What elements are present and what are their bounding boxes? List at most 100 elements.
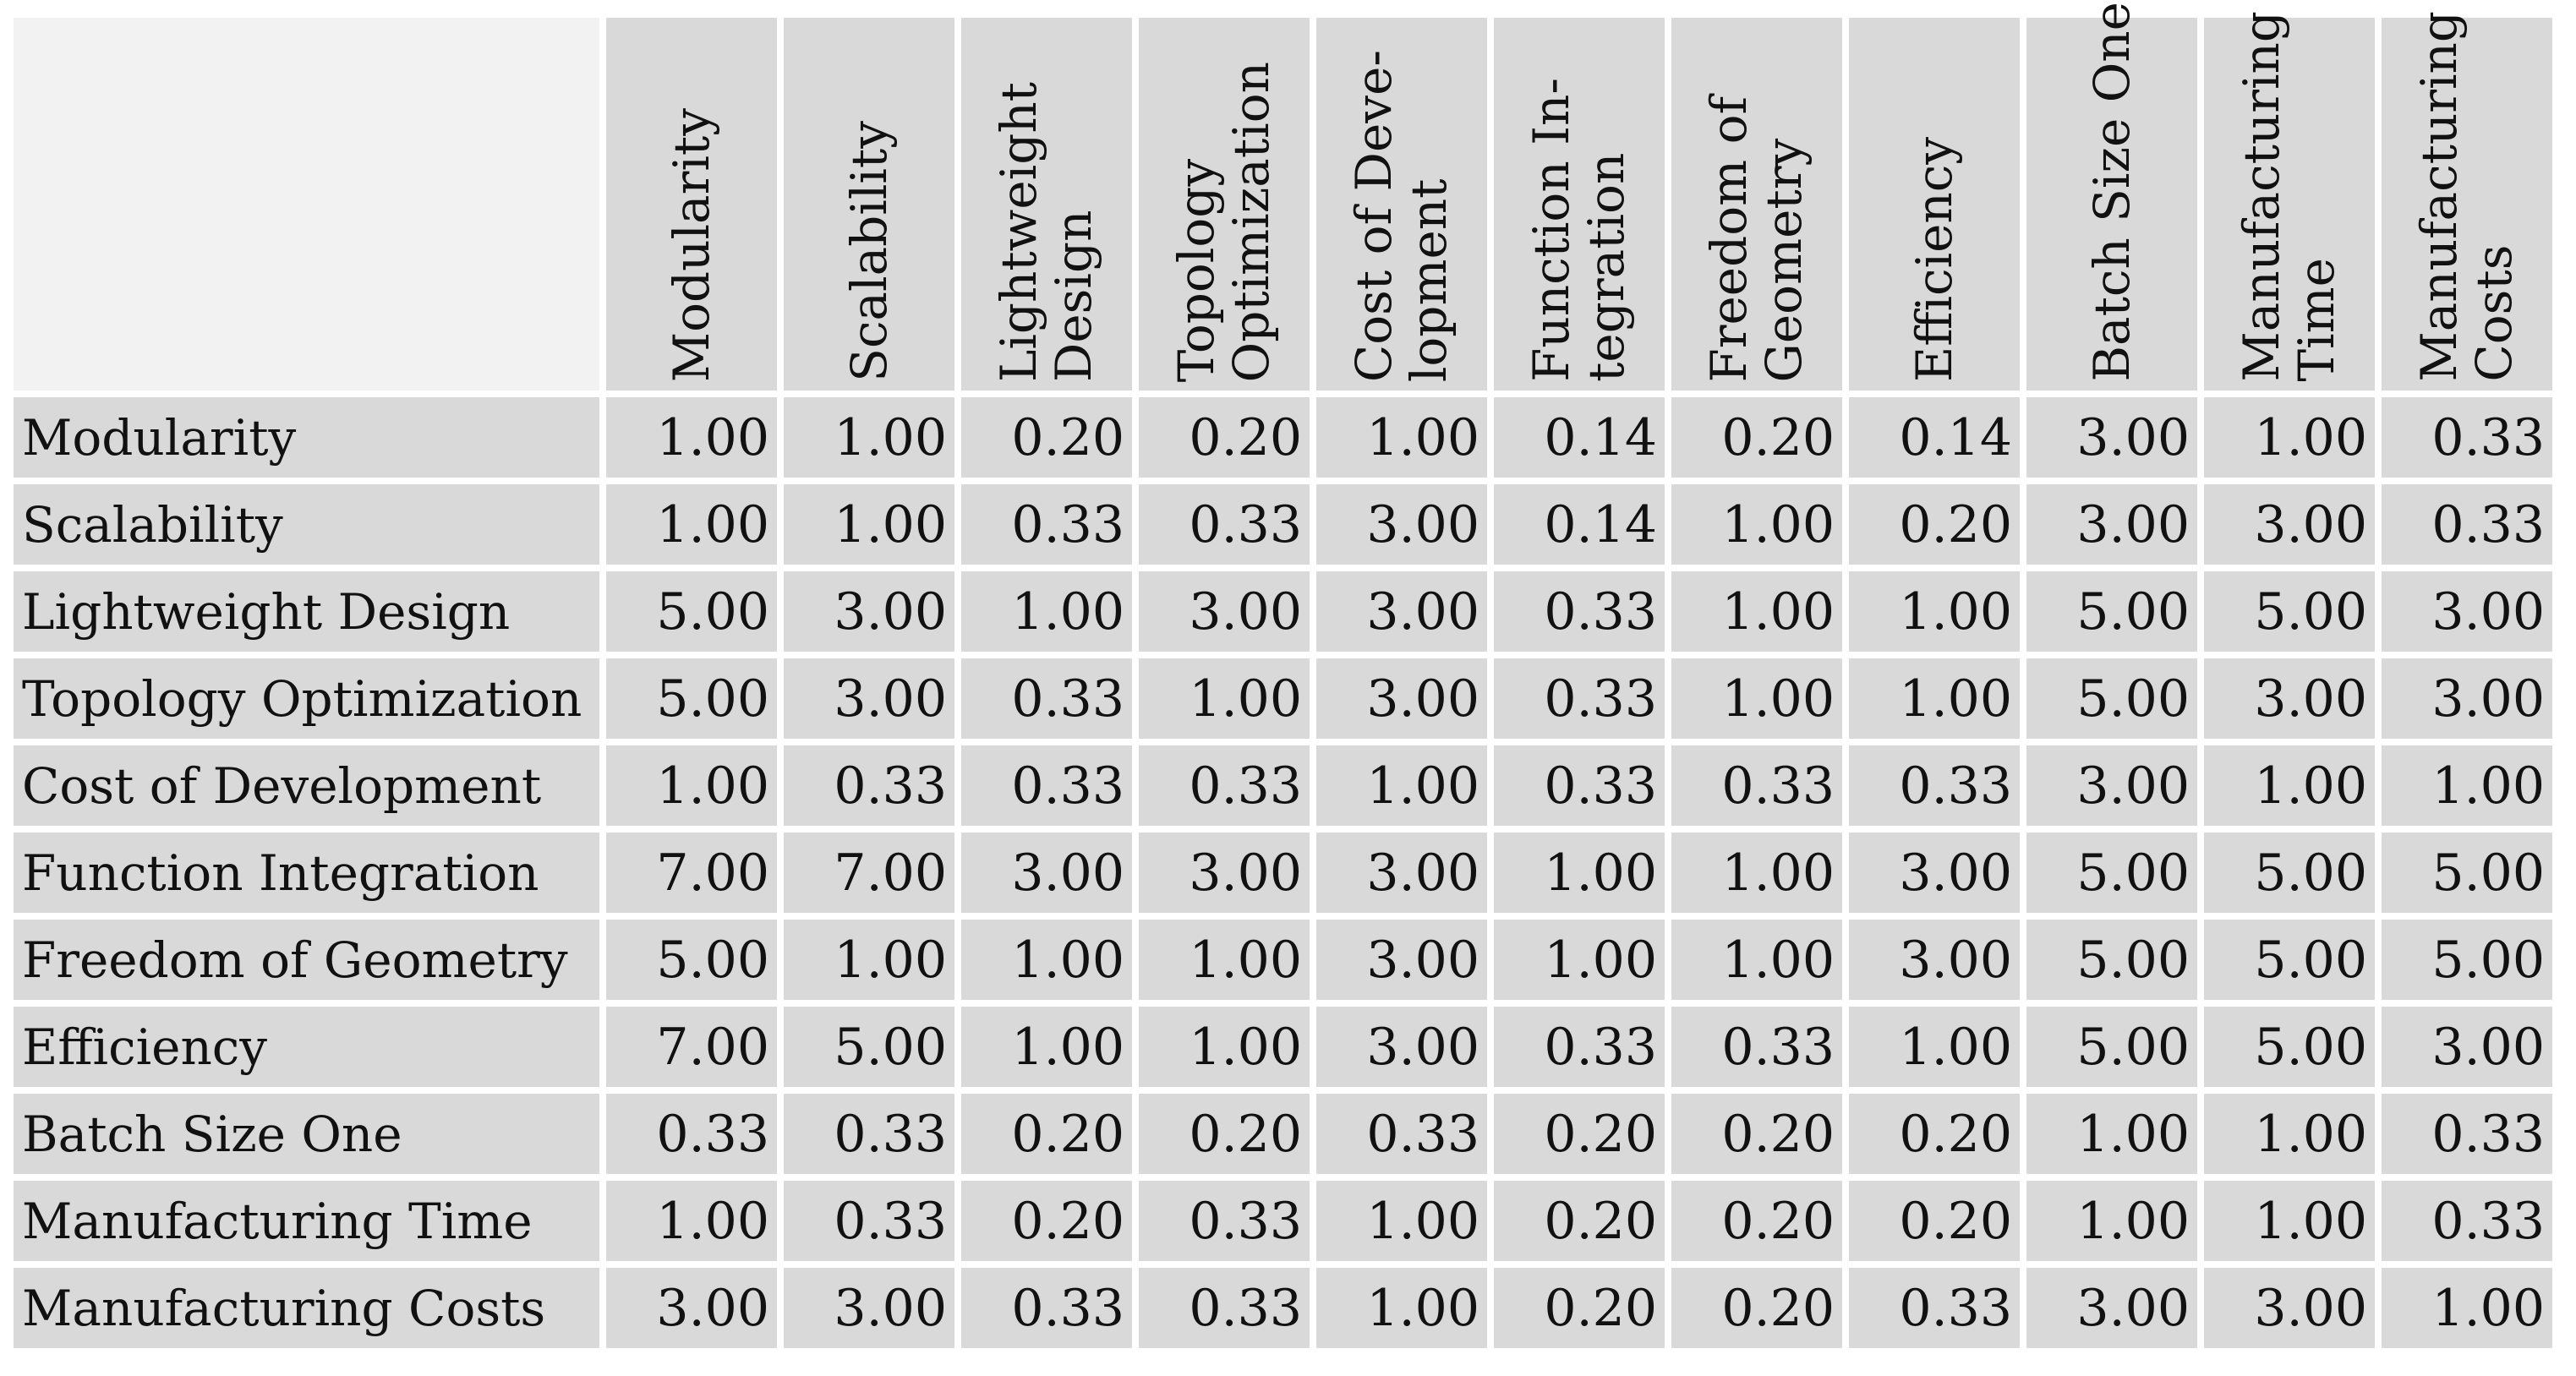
- value-cell: 1.00: [606, 484, 777, 565]
- value-cell: 3.00: [2026, 1268, 2197, 1348]
- value-cell: 1.00: [1849, 571, 2020, 652]
- column-header-line: Function In-: [1523, 78, 1581, 382]
- value-cell: 0.20: [961, 1094, 1132, 1174]
- value-cell: 1.00: [1139, 1007, 1310, 1087]
- column-header-text: Topology Optimization: [1168, 61, 1280, 382]
- value-cell: 3.00: [2204, 1268, 2375, 1348]
- value-cell: 0.33: [1494, 571, 1665, 652]
- value-cell: 5.00: [2026, 833, 2197, 913]
- value-cell: 0.33: [784, 745, 954, 826]
- value-cell: 0.20: [1849, 1181, 2020, 1261]
- value-cell: 1.00: [2204, 397, 2375, 478]
- value-cell: 0.20: [1494, 1268, 1665, 1348]
- value-cell: 3.00: [1316, 1007, 1487, 1087]
- value-cell: 0.33: [1139, 745, 1310, 826]
- value-cell: 0.20: [1849, 1094, 2020, 1174]
- column-header: Manufacturing Time: [2204, 11, 2375, 390]
- value-cell: 1.00: [784, 484, 954, 565]
- column-header-text: Lightweight Design: [990, 81, 1102, 382]
- column-header: Efficiency: [1849, 18, 2020, 390]
- value-cell: 5.00: [2204, 920, 2375, 1000]
- value-cell: 0.33: [2382, 1094, 2552, 1174]
- value-cell: 0.20: [1671, 397, 1842, 478]
- column-header-line: Modularity: [662, 107, 720, 382]
- value-cell: 1.00: [1316, 745, 1487, 826]
- value-cell: 7.00: [606, 1007, 777, 1087]
- value-cell: 3.00: [2382, 658, 2552, 739]
- value-cell: 0.14: [1494, 397, 1665, 478]
- value-cell: 0.33: [961, 745, 1132, 826]
- value-cell: 3.00: [1316, 833, 1487, 913]
- value-cell: 7.00: [784, 833, 954, 913]
- value-cell: 0.33: [1849, 745, 2020, 826]
- value-cell: 0.33: [1139, 1181, 1310, 1261]
- value-cell: 0.33: [606, 1094, 777, 1174]
- column-header-text: Freedom of Geometry: [1700, 96, 1813, 382]
- value-cell: 0.20: [1849, 484, 2020, 565]
- value-cell: 5.00: [2382, 920, 2552, 1000]
- column-header-line: Topology: [1168, 158, 1226, 382]
- value-cell: 5.00: [2026, 571, 2197, 652]
- value-cell: 0.33: [1139, 1268, 1310, 1348]
- value-cell: 0.14: [1494, 484, 1665, 565]
- value-cell: 0.20: [961, 1181, 1132, 1261]
- value-cell: 0.20: [1494, 1094, 1665, 1174]
- value-cell: 1.00: [1849, 1007, 2020, 1087]
- row-label: Batch Size One: [14, 1094, 599, 1174]
- column-header-line: Costs: [2465, 244, 2523, 382]
- value-cell: 7.00: [606, 833, 777, 913]
- pairwise-comparison-matrix: Modularity Scalability Lightweight Design To…: [14, 2, 2552, 1348]
- column-header-text: Efficiency: [1906, 137, 1963, 382]
- row-label: Function Integration: [14, 833, 599, 913]
- column-header-line: Scalability: [840, 121, 898, 382]
- value-cell: 0.33: [1316, 1094, 1487, 1174]
- value-cell: 1.00: [1671, 571, 1842, 652]
- value-cell: 0.20: [1671, 1094, 1842, 1174]
- value-cell: 3.00: [2204, 658, 2375, 739]
- value-cell: 0.20: [1671, 1268, 1842, 1348]
- row-label: Freedom of Geometry: [14, 920, 599, 1000]
- value-cell: 1.00: [961, 920, 1132, 1000]
- value-cell: 3.00: [606, 1268, 777, 1348]
- value-cell: 0.20: [1494, 1181, 1665, 1261]
- column-header-line: Cost of Deve-: [1345, 49, 1403, 382]
- value-cell: 1.00: [606, 397, 777, 478]
- column-header: Modularity: [606, 18, 777, 390]
- value-cell: 1.00: [961, 571, 1132, 652]
- column-header: Scalability: [784, 18, 954, 390]
- column-header-line: Optimization: [1222, 61, 1280, 382]
- value-cell: 1.00: [606, 1181, 777, 1261]
- value-cell: 5.00: [606, 571, 777, 652]
- value-cell: 0.33: [1849, 1268, 2020, 1348]
- column-header: Manufacturing Costs: [2382, 11, 2552, 390]
- column-header-line: tegration: [1578, 152, 1635, 382]
- value-cell: 1.00: [2204, 745, 2375, 826]
- value-cell: 0.33: [1671, 1007, 1842, 1087]
- value-cell: 1.00: [606, 745, 777, 826]
- value-cell: 3.00: [961, 833, 1132, 913]
- value-cell: 0.33: [1139, 484, 1310, 565]
- value-cell: 3.00: [2204, 484, 2375, 565]
- value-cell: 1.00: [784, 920, 954, 1000]
- value-cell: 1.00: [2026, 1181, 2197, 1261]
- column-header-text: Function In-tegration: [1523, 78, 1635, 382]
- column-header-line: Lightweight: [990, 81, 1048, 382]
- value-cell: 1.00: [2204, 1094, 2375, 1174]
- value-cell: 3.00: [784, 1268, 954, 1348]
- value-cell: 3.00: [1849, 833, 2020, 913]
- column-header: Batch Size One: [2026, 2, 2197, 390]
- value-cell: 0.14: [1849, 397, 2020, 478]
- value-cell: 3.00: [1316, 571, 1487, 652]
- column-header-text: Modularity: [662, 107, 720, 382]
- value-cell: 0.33: [2382, 397, 2552, 478]
- row-label: Cost of Development: [14, 745, 599, 826]
- value-cell: 5.00: [2382, 833, 2552, 913]
- value-cell: 1.00: [1494, 833, 1665, 913]
- value-cell: 3.00: [2026, 745, 2197, 826]
- value-cell: 1.00: [2382, 1268, 2552, 1348]
- column-header-line: lopment: [1400, 178, 1458, 382]
- value-cell: 5.00: [606, 658, 777, 739]
- column-header-line: Batch Size One: [2082, 2, 2141, 382]
- value-cell: 5.00: [2204, 571, 2375, 652]
- value-cell: 3.00: [1139, 571, 1310, 652]
